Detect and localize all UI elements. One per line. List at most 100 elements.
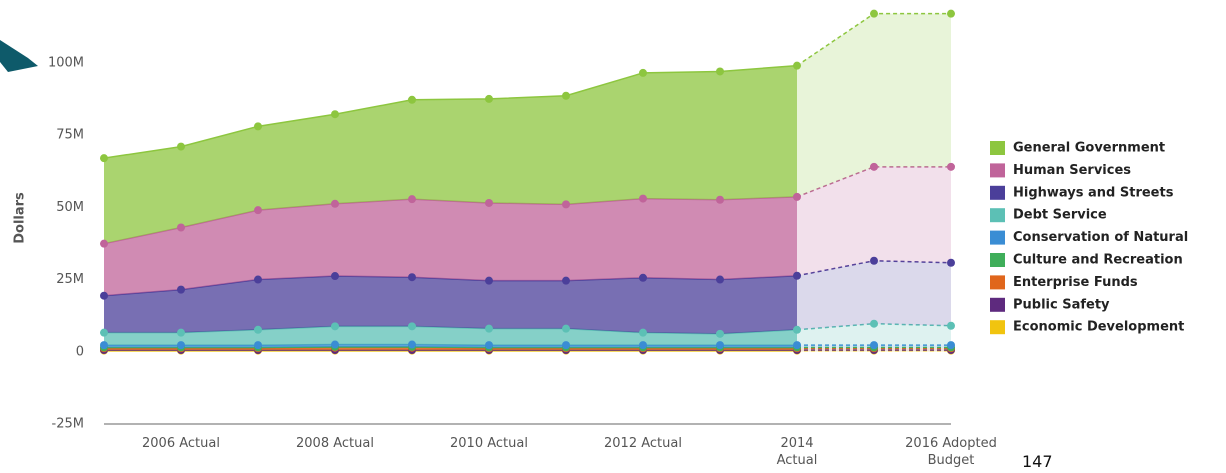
y-tick-label: 100M bbox=[48, 55, 84, 70]
point bbox=[947, 9, 955, 18]
legend-label: Public Safety bbox=[1013, 297, 1110, 312]
point bbox=[870, 9, 878, 18]
legend-swatch bbox=[990, 185, 1005, 200]
point bbox=[331, 322, 339, 331]
legend-swatch bbox=[990, 253, 1005, 267]
y-tick-label: 0 bbox=[76, 344, 84, 359]
legend-swatch bbox=[990, 208, 1005, 223]
area bbox=[797, 323, 951, 346]
point bbox=[331, 272, 339, 281]
x-tick-label: 2006 Actual bbox=[142, 436, 220, 451]
page-number: 147 bbox=[1022, 452, 1053, 471]
point bbox=[639, 68, 647, 77]
point bbox=[793, 271, 801, 280]
legend-swatch bbox=[990, 275, 1005, 290]
point bbox=[254, 341, 262, 350]
arrow-decoration bbox=[0, 40, 38, 72]
point bbox=[716, 275, 724, 284]
x-tick-label: 2012 Actual bbox=[604, 436, 682, 451]
point bbox=[793, 325, 801, 334]
legend-swatch bbox=[990, 297, 1005, 312]
point bbox=[947, 162, 955, 171]
y-tick-label: -25M bbox=[52, 417, 84, 432]
y-tick-label: 50M bbox=[56, 200, 84, 215]
y-axis-label: Dollars bbox=[13, 192, 28, 244]
x-tick-label: 2008 Actual bbox=[296, 436, 374, 451]
point bbox=[485, 94, 493, 103]
point bbox=[639, 273, 647, 282]
point bbox=[100, 239, 108, 248]
area bbox=[104, 196, 797, 296]
point bbox=[485, 324, 493, 333]
point bbox=[793, 341, 801, 350]
point bbox=[177, 285, 185, 294]
legend-swatch bbox=[990, 141, 1005, 155]
point bbox=[254, 206, 262, 215]
point bbox=[408, 322, 416, 331]
point bbox=[562, 200, 570, 209]
legend-label: Human Services bbox=[1013, 163, 1131, 178]
point bbox=[793, 192, 801, 201]
point bbox=[177, 341, 185, 350]
legend-swatch bbox=[990, 163, 1005, 178]
legend-label: Enterprise Funds bbox=[1013, 275, 1138, 290]
point bbox=[639, 328, 647, 337]
point bbox=[947, 321, 955, 330]
point bbox=[177, 223, 185, 232]
x-tick-label: 2014 Actual bbox=[776, 436, 818, 468]
point bbox=[485, 341, 493, 350]
point bbox=[562, 324, 570, 333]
point bbox=[639, 194, 647, 203]
point bbox=[562, 91, 570, 100]
point bbox=[331, 199, 339, 208]
point bbox=[562, 276, 570, 285]
legend-label: Highways and Streets bbox=[1013, 185, 1174, 200]
point bbox=[331, 340, 339, 349]
area bbox=[104, 326, 797, 346]
point bbox=[716, 67, 724, 76]
point bbox=[485, 276, 493, 285]
legend-label: Conservation of Natural bbox=[1013, 230, 1188, 245]
y-tick-label: 75M bbox=[56, 128, 84, 143]
point bbox=[177, 142, 185, 151]
legend-label: Culture and Recreation bbox=[1013, 253, 1183, 268]
x-tick-label: 2016 Adopted Budget bbox=[905, 436, 997, 468]
area-line bbox=[103, 64, 798, 159]
point bbox=[793, 61, 801, 70]
point bbox=[485, 198, 493, 207]
point bbox=[716, 341, 724, 350]
point bbox=[870, 319, 878, 328]
point bbox=[870, 162, 878, 171]
point bbox=[100, 154, 108, 163]
point bbox=[254, 122, 262, 131]
legend-swatch bbox=[990, 230, 1005, 245]
legend-swatch bbox=[990, 320, 1005, 335]
x-tick-label: 2010 Actual bbox=[450, 436, 528, 451]
point bbox=[331, 110, 339, 119]
legend-label: General Government bbox=[1013, 141, 1165, 156]
point bbox=[716, 195, 724, 204]
point bbox=[100, 341, 108, 350]
y-tick-label: 25M bbox=[56, 272, 84, 287]
point bbox=[254, 275, 262, 284]
point bbox=[870, 341, 878, 350]
areas bbox=[103, 12, 952, 352]
point bbox=[100, 291, 108, 300]
point bbox=[870, 256, 878, 265]
point bbox=[408, 95, 416, 104]
area bbox=[797, 166, 951, 276]
legend-label: Economic Development bbox=[1013, 320, 1184, 335]
point bbox=[177, 328, 185, 337]
point bbox=[947, 341, 955, 350]
point bbox=[408, 195, 416, 204]
area bbox=[797, 13, 951, 197]
point bbox=[254, 325, 262, 334]
area bbox=[797, 260, 951, 330]
point bbox=[947, 258, 955, 267]
area bbox=[104, 65, 797, 244]
point bbox=[639, 341, 647, 350]
legend-label: Debt Service bbox=[1013, 208, 1107, 223]
area-line bbox=[796, 166, 951, 198]
